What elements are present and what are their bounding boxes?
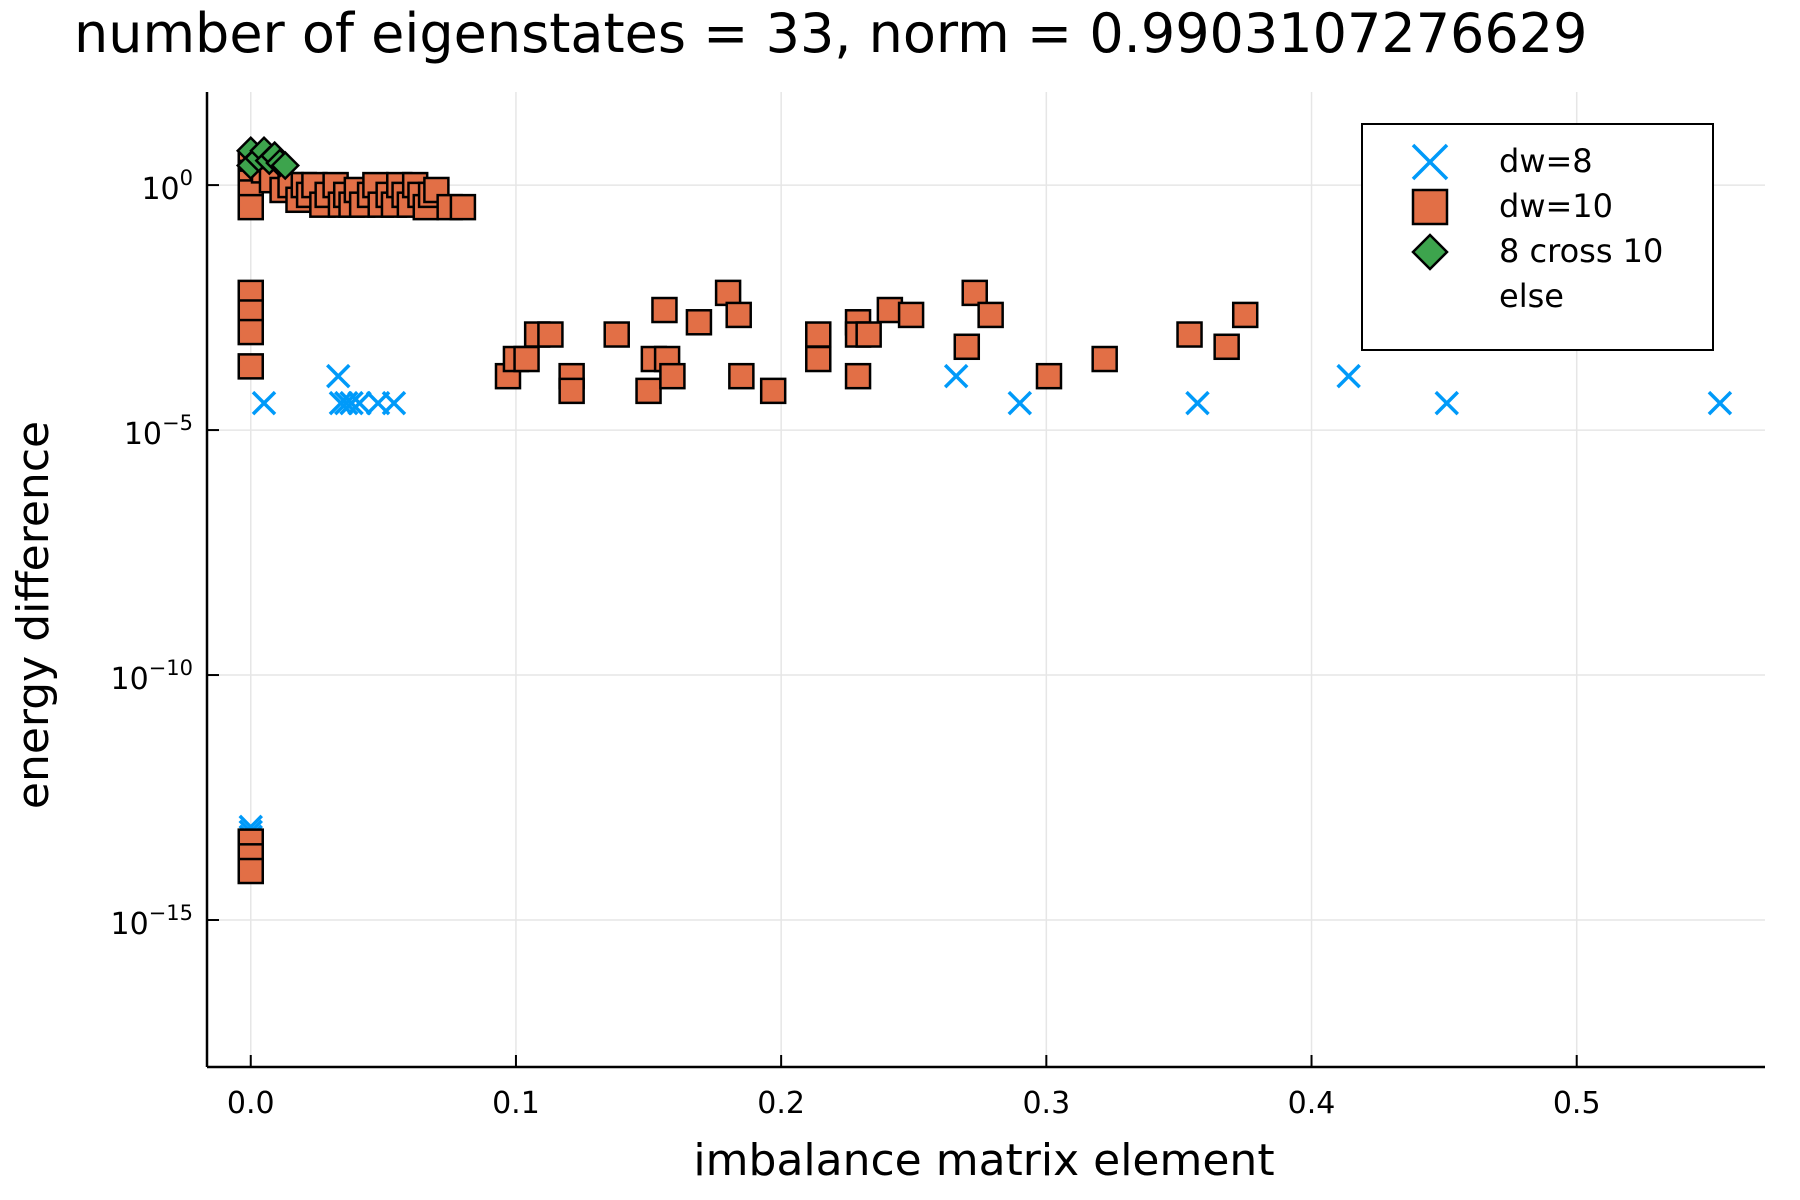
- data-point: [635, 377, 662, 405]
- legend-label: dw=10: [1499, 187, 1613, 225]
- data-point: [728, 362, 755, 390]
- y-axis-label: energy difference: [8, 421, 59, 809]
- legend: dw=8 dw=10 8 cross 10 else: [1361, 123, 1714, 351]
- data-point: [237, 857, 265, 885]
- data-points: [235, 136, 1733, 885]
- x-tick-label: 0.2: [757, 1086, 805, 1121]
- data-point: [805, 321, 832, 348]
- legend-label: 8 cross 10: [1499, 232, 1663, 270]
- data-point: [347, 390, 372, 416]
- y-tick-label: 10−5: [124, 411, 193, 452]
- y-tick-label: 100: [141, 166, 193, 207]
- data-point: [513, 345, 540, 373]
- data-point: [844, 362, 872, 390]
- data-point: [1231, 301, 1259, 329]
- legend-marker: [1411, 143, 1449, 181]
- data-point: [685, 309, 713, 336]
- data-point: [943, 363, 969, 389]
- x-tick-label: 0.3: [1022, 1086, 1070, 1121]
- data-point: [270, 150, 300, 181]
- legend-box: [1361, 123, 1714, 351]
- data-point: [328, 390, 354, 416]
- y-tick-label: 10−15: [110, 901, 193, 942]
- data-point: [1035, 362, 1063, 390]
- x-tick-label: 0.4: [1288, 1086, 1336, 1121]
- legend-marker: [1411, 233, 1449, 271]
- data-point: [251, 390, 277, 416]
- data-point: [759, 377, 787, 405]
- data-point: [237, 193, 265, 221]
- data-point: [651, 296, 678, 324]
- legend-label: else: [1499, 277, 1564, 315]
- series-dw-8: [238, 363, 1733, 854]
- legend-label: dw=8: [1499, 142, 1593, 180]
- data-point: [603, 321, 630, 348]
- data-point: [1091, 345, 1118, 373]
- data-point: [725, 301, 752, 329]
- x-tick-label: 0.5: [1553, 1086, 1601, 1121]
- data-point: [237, 353, 265, 380]
- data-point: [449, 193, 477, 221]
- data-point: [961, 279, 988, 307]
- axes: [205, 92, 1765, 1069]
- data-point: [237, 318, 265, 346]
- data-point: [339, 390, 364, 416]
- legend-marker: [1411, 188, 1449, 226]
- data-point: [659, 362, 686, 390]
- data-point: [381, 390, 407, 416]
- y-tick-labels: 100 10−5 10−10 10−15: [110, 166, 193, 942]
- data-point: [897, 301, 925, 329]
- data-point: [953, 333, 981, 361]
- data-point: [1185, 390, 1210, 416]
- series-8-cross-10: [235, 136, 300, 181]
- x-tick-label: 0.0: [227, 1086, 275, 1121]
- data-point: [1176, 321, 1203, 348]
- x-axis-label: imbalance matrix element: [693, 1135, 1274, 1186]
- data-point: [1007, 390, 1033, 416]
- data-point: [805, 345, 832, 373]
- y-tick-label: 10−10: [110, 656, 193, 697]
- x-tick-labels: 0.0 0.1 0.2 0.3 0.4 0.5: [227, 1086, 1601, 1121]
- data-point: [1434, 390, 1460, 416]
- data-point: [714, 279, 742, 307]
- chart-title: number of eigenstates = 33, norm = 0.990…: [74, 2, 1587, 65]
- data-point: [1707, 390, 1733, 416]
- data-point: [1336, 363, 1361, 389]
- x-tick-label: 0.1: [492, 1086, 540, 1121]
- data-point: [977, 301, 1004, 329]
- data-point: [855, 321, 882, 348]
- data-point: [537, 321, 564, 348]
- data-point: [1213, 333, 1240, 361]
- series-dw-10: [237, 149, 1259, 885]
- data-point: [558, 377, 585, 405]
- data-point: [326, 363, 351, 389]
